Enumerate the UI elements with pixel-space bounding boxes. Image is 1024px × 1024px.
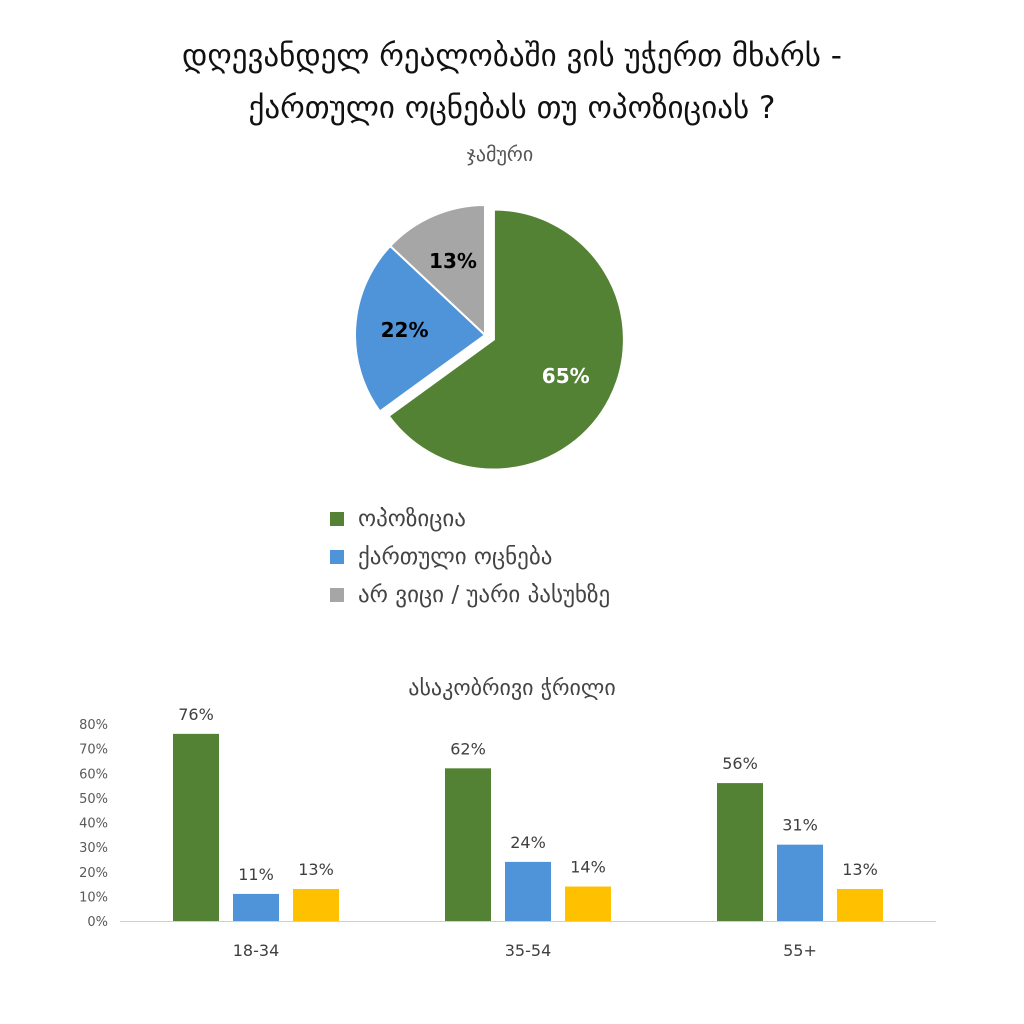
pie-slice-georgian-dream: [354, 244, 487, 413]
bar-yellow-35-54: [565, 886, 611, 921]
legend-swatch-gray: [330, 588, 344, 602]
y-tick-label: 20%: [79, 866, 108, 881]
legend-swatch-blue: [330, 550, 344, 564]
title-line-2: ქართული ოცნებას თუ ოპოზიციას ?: [248, 90, 776, 126]
legend-item-dont-know: არ ვიცი / უარი პასუხზე: [330, 576, 610, 614]
legend-item-georgian-dream: ქართული ოცნება: [330, 538, 610, 576]
pie-legend: ოპოზიცია ქართული ოცნება არ ვიცი / უარი პ…: [330, 500, 610, 614]
bar-green-35-54: [445, 768, 491, 921]
y-tick-label: 40%: [79, 817, 108, 832]
bar-green-55+: [717, 783, 763, 921]
bar-data-label: 31%: [782, 816, 818, 835]
bar-data-label: 24%: [510, 833, 546, 852]
pie-slice-opposition: [387, 208, 625, 471]
pie-slice-dont-know: [388, 203, 486, 338]
y-tick-label: 80%: [79, 718, 108, 733]
bar-data-label: 13%: [842, 860, 878, 879]
title-line-1: დღევანდელ რეალობაში ვის უჭერთ მხარს -: [182, 38, 842, 74]
legend-swatch-green: [330, 512, 344, 526]
y-tick-label: 0%: [87, 915, 108, 930]
pie-label-opposition: 65%: [542, 364, 590, 388]
y-tick-label: 50%: [79, 792, 108, 807]
legend-label-georgian-dream: ქართული ოცნება: [358, 544, 553, 570]
bar-data-label: 11%: [238, 865, 274, 884]
x-category-label: 35-54: [505, 941, 552, 960]
y-tick-label: 70%: [79, 743, 108, 758]
bar-blue-55+: [777, 844, 823, 921]
bar-data-label: 14%: [570, 858, 606, 877]
y-tick-label: 30%: [79, 841, 108, 856]
bar-blue-18-34: [233, 893, 279, 921]
y-tick-label: 60%: [79, 767, 108, 782]
y-tick-label: 10%: [79, 890, 108, 905]
bar-data-label: 62%: [450, 739, 486, 758]
main-title: დღევანდელ რეალობაში ვის უჭერთ მხარს - ქა…: [0, 30, 1024, 134]
pie-label-dont-know: 13%: [429, 249, 477, 273]
x-category-label: 18-34: [233, 941, 280, 960]
x-category-label: 55+: [783, 941, 817, 960]
pie-label-georgian-dream: 22%: [381, 318, 429, 342]
legend-label-dont-know: არ ვიცი / უარი პასუხზე: [358, 582, 611, 608]
bar-chart-title: ასაკობრივი ჭრილი: [408, 676, 616, 701]
bar-yellow-55+: [837, 888, 883, 921]
bar-yellow-18-34: [293, 888, 339, 921]
pie-chart-title: ჯამური: [466, 142, 534, 166]
bar-data-label: 56%: [722, 754, 758, 773]
bar-data-label: 13%: [298, 860, 334, 879]
bar-green-18-34: [173, 733, 219, 921]
legend-item-opposition: ოპოზიცია: [330, 500, 610, 538]
bar-blue-35-54: [505, 861, 551, 921]
bar-data-label: 76%: [178, 705, 214, 724]
legend-label-opposition: ოპოზიცია: [358, 506, 466, 532]
